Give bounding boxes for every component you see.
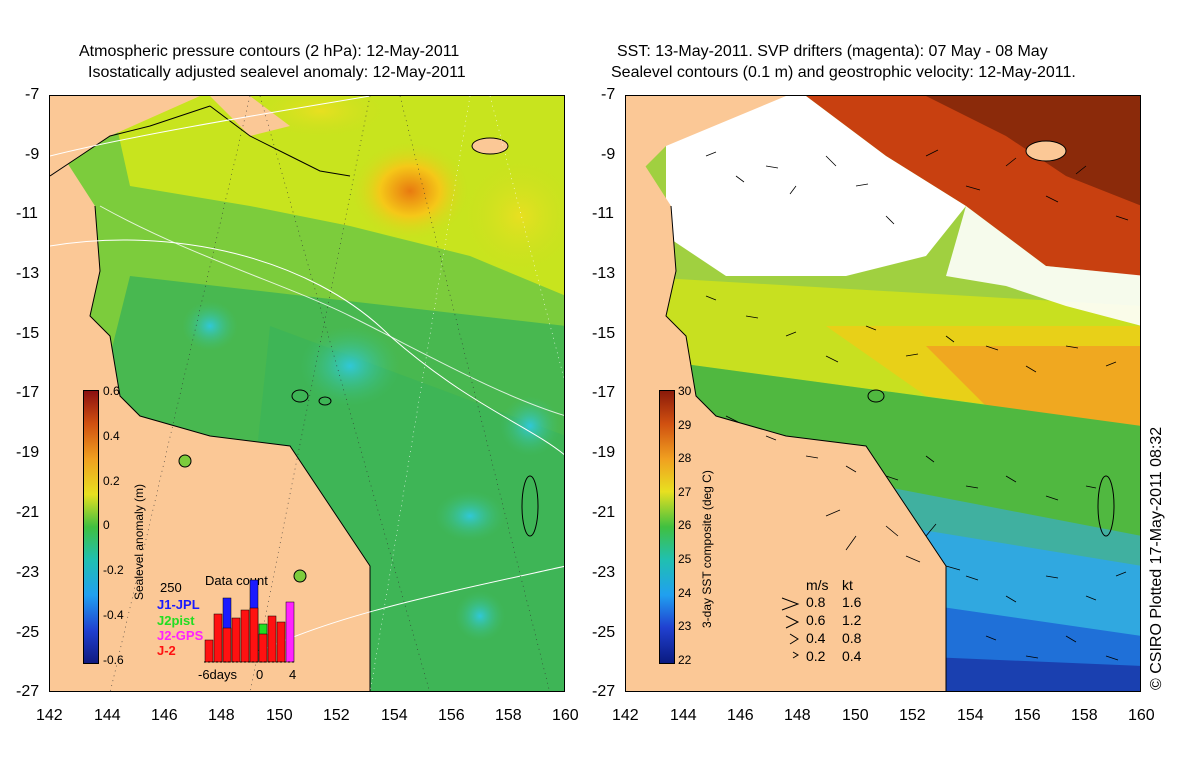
- velocity-row-ms: 0.8: [806, 594, 826, 610]
- sst-tick: 23: [678, 619, 692, 633]
- right-title-line2: Sealevel contours (0.1 m) and geostrophi…: [611, 64, 1076, 81]
- sealevel-anomaly-field: [50, 96, 564, 691]
- sst-tick: 22: [678, 653, 692, 667]
- sla-tick: 0.6: [103, 384, 120, 398]
- velocity-arrow-glyphs: [781, 597, 800, 659]
- sst-tick: 30: [678, 384, 692, 398]
- sst-colorbar: [659, 390, 675, 664]
- lon-tick: 156: [438, 707, 465, 724]
- lon-tick: 148: [208, 707, 235, 724]
- geostrophic-velocity-arrows: [705, 149, 1129, 661]
- land-australia: [626, 136, 946, 691]
- lat-tick: -7: [25, 86, 40, 103]
- data-count-x-label: -6days: [198, 667, 238, 682]
- sla-tick: 0.2: [103, 474, 120, 488]
- velocity-header-ms: m/s: [806, 577, 829, 593]
- lat-tick: -11: [592, 205, 614, 222]
- lat-tick: -27: [592, 683, 616, 700]
- lon-tick: 156: [1014, 707, 1041, 724]
- sst-tick: 24: [678, 586, 692, 600]
- sla-tick: 0.4: [103, 429, 120, 443]
- lat-tick: -15: [592, 325, 616, 342]
- lon-tick: 142: [36, 707, 63, 724]
- lat-tick: -15: [16, 325, 40, 342]
- sst-map[interactable]: [625, 95, 1141, 692]
- lat-tick: -9: [601, 146, 616, 163]
- land-png: [626, 96, 786, 186]
- sealevel-anomaly-map[interactable]: [49, 95, 565, 692]
- lat-tick: -25: [16, 624, 40, 641]
- sla-colorbar-label: Sealevel anomaly (m): [132, 483, 146, 600]
- lat-tick: -21: [16, 504, 40, 521]
- lat-tick: -13: [16, 265, 40, 282]
- lon-tick: 158: [1071, 707, 1098, 724]
- lon-tick: 144: [94, 707, 121, 724]
- legend-j1-jpl: J1-JPL: [157, 597, 200, 612]
- lon-tick: 146: [151, 707, 178, 724]
- sla-tick: -0.4: [103, 608, 124, 622]
- lon-tick: 148: [784, 707, 811, 724]
- lat-tick: -17: [592, 384, 616, 401]
- velocity-row-kt: 1.2: [842, 612, 862, 628]
- sla-colorbar: [83, 390, 99, 664]
- velocity-row-ms: 0.2: [806, 648, 826, 664]
- lon-tick: 158: [495, 707, 522, 724]
- lon-tick: 160: [1128, 707, 1155, 724]
- sst-colorbar-label: 3-day SST composite (deg C): [700, 470, 714, 628]
- lat-tick: -19: [592, 444, 616, 461]
- sst-tick: 26: [678, 518, 692, 532]
- sla-tick: -0.6: [103, 653, 124, 667]
- sst-tick: 29: [678, 418, 692, 432]
- velocity-row-kt: 0.8: [842, 630, 862, 646]
- velocity-row-ms: 0.4: [806, 630, 826, 646]
- lat-tick: -21: [592, 504, 616, 521]
- lon-tick: 154: [957, 707, 984, 724]
- lon-tick: 150: [842, 707, 869, 724]
- cloud-mask: [666, 96, 966, 276]
- lon-tick: 152: [899, 707, 926, 724]
- land-australia: [50, 136, 370, 691]
- lat-tick: -27: [16, 683, 40, 700]
- left-title-line2: Isostatically adjusted sealevel anomaly:…: [88, 64, 466, 81]
- data-count-x-label: 0: [256, 667, 264, 682]
- legend-j-2: J-2: [157, 643, 176, 658]
- lon-tick: 146: [727, 707, 754, 724]
- lat-tick: -17: [16, 384, 40, 401]
- lat-tick: -23: [592, 564, 616, 581]
- land-png: [50, 96, 200, 176]
- sst-tick: 28: [678, 451, 692, 465]
- lon-tick: 144: [670, 707, 697, 724]
- lon-tick: 154: [381, 707, 408, 724]
- legend-j2-gps: J2-GPS: [157, 628, 204, 643]
- left-title-line1: Atmospheric pressure contours (2 hPa): 1…: [79, 43, 460, 60]
- lat-tick: -9: [25, 146, 40, 163]
- velocity-row-kt: 0.4: [842, 648, 862, 664]
- lon-tick: 142: [612, 707, 639, 724]
- right-title-line1: SST: 13-May-2011. SVP drifters (magenta)…: [617, 43, 1048, 60]
- velocity-header-kt: kt: [842, 577, 853, 593]
- lat-tick: -23: [16, 564, 40, 581]
- lat-tick: -11: [16, 205, 38, 222]
- lat-tick: -19: [16, 444, 40, 461]
- lon-tick: 160: [552, 707, 579, 724]
- sst-tick: 27: [678, 485, 692, 499]
- sla-tick: -0.2: [103, 563, 124, 577]
- sst-tick: 25: [678, 552, 692, 566]
- sla-tick: 0: [103, 518, 110, 532]
- legend-j2pist: J2pist: [157, 613, 195, 628]
- lat-tick: -13: [592, 265, 616, 282]
- credit-label: © CSIRO Plotted 17-May-2011 08:32: [1148, 426, 1165, 690]
- lon-tick: 150: [266, 707, 293, 724]
- sst-field: [626, 96, 1140, 691]
- data-count-histogram: [204, 579, 296, 663]
- velocity-row-kt: 1.6: [842, 594, 862, 610]
- lon-tick: 152: [323, 707, 350, 724]
- lat-tick: -25: [592, 624, 616, 641]
- data-count-max: 250: [160, 580, 182, 595]
- velocity-row-ms: 0.6: [806, 612, 826, 628]
- lat-tick: -7: [601, 86, 616, 103]
- data-count-x-label: 4: [289, 667, 297, 682]
